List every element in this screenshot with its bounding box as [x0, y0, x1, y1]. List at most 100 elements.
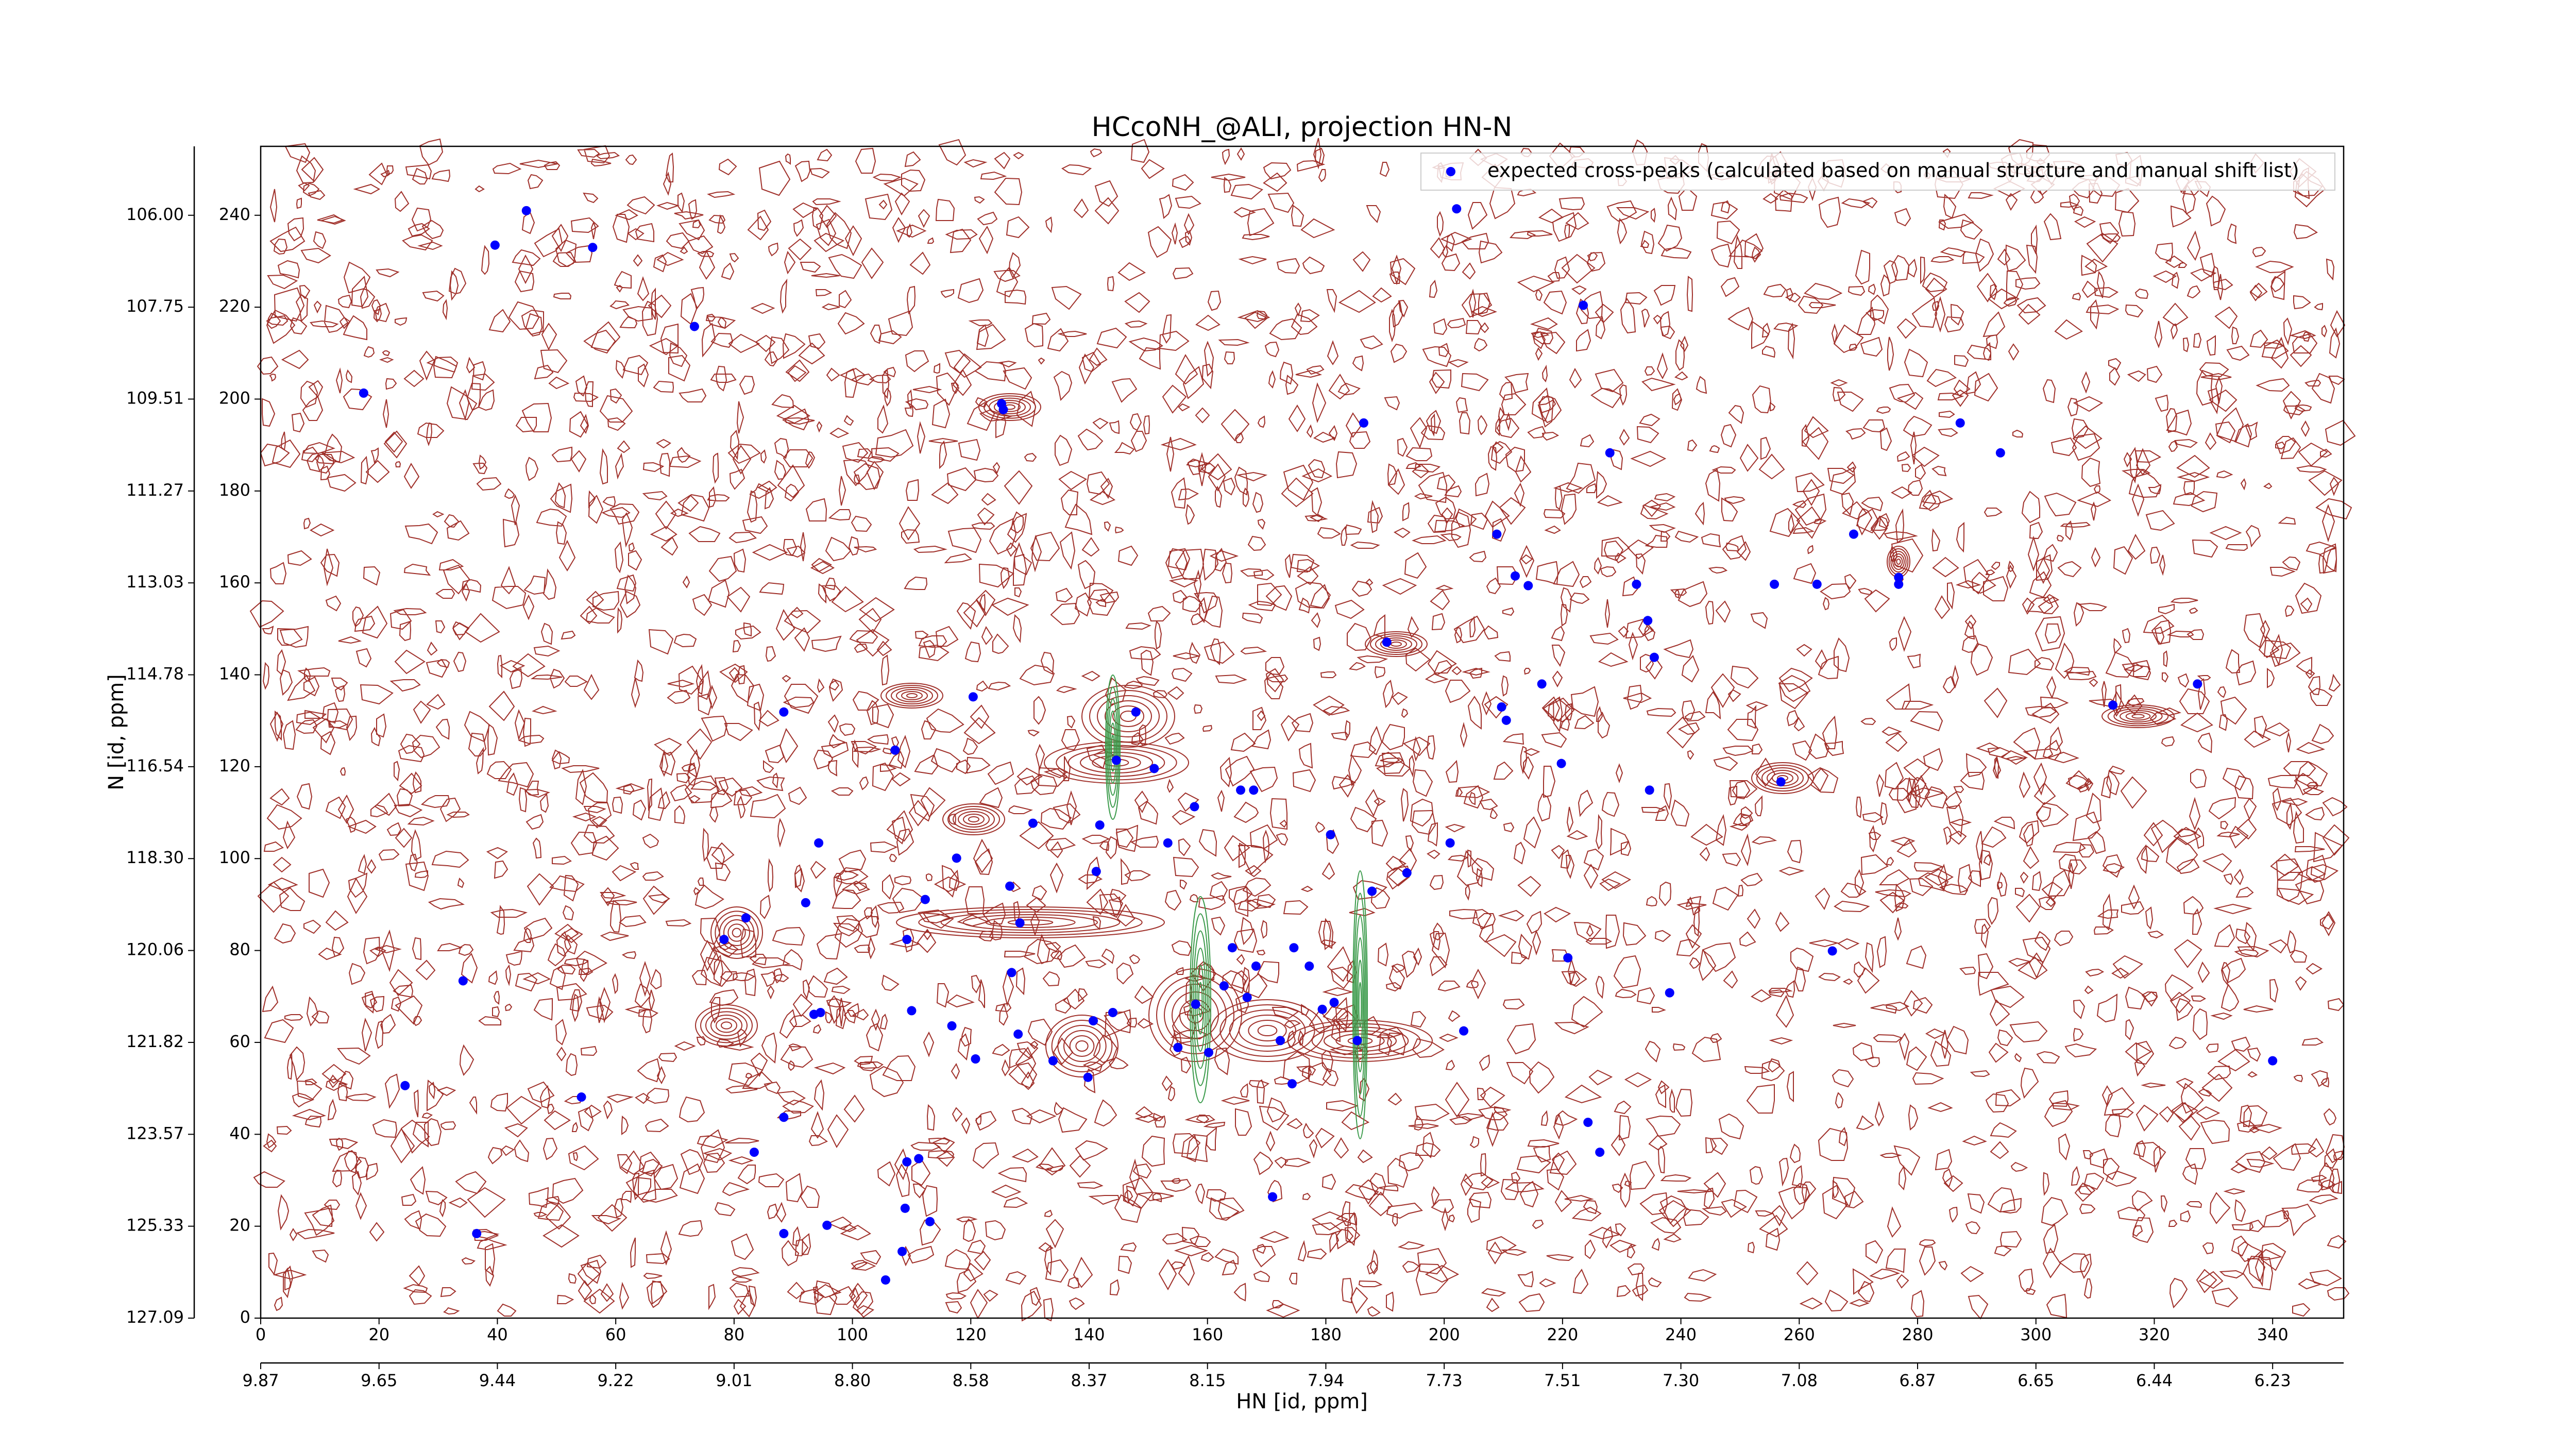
x2-tick-label: 6.23 [2255, 1371, 2291, 1390]
x2-tick-label: 7.51 [1544, 1371, 1581, 1390]
cross-peak [1287, 1079, 1297, 1089]
x2-tick-label: 9.01 [716, 1371, 752, 1390]
cross-peak [779, 707, 789, 717]
y-tick-label: 80 [229, 940, 250, 959]
cross-peak [1108, 1007, 1117, 1017]
contour-ring [2125, 712, 2151, 721]
contour-ring [963, 814, 985, 825]
contour-ring [1219, 1004, 1315, 1057]
x2-tick-label: 6.44 [2136, 1371, 2173, 1390]
cross-peak [1665, 988, 1674, 998]
contour-ring [1324, 1030, 1397, 1052]
contour-ring [886, 685, 938, 706]
contour [249, 138, 2356, 1322]
x-tick-label: 220 [1547, 1325, 1578, 1344]
x-tick-label: 60 [605, 1325, 626, 1344]
cross-peak [1190, 802, 1199, 812]
x-tick-label: 120 [955, 1325, 987, 1344]
contour-ring [1191, 913, 1210, 1086]
cross-peak [1317, 1004, 1327, 1014]
x-tick-label: 80 [724, 1325, 745, 1344]
cross-peak [1242, 992, 1252, 1002]
cross-peak [1770, 579, 1780, 589]
x-tick-label: 260 [1784, 1325, 1815, 1344]
cross-peak [1089, 1016, 1098, 1026]
cross-peak [1015, 918, 1025, 928]
cross-peak [1326, 830, 1335, 839]
y2-tick-label: 127.09 [126, 1307, 184, 1327]
legend: expected cross-peaks (calculated based o… [1420, 153, 2335, 191]
cross-peak [1095, 820, 1105, 830]
contour-ring [2131, 714, 2145, 719]
cross-peak [1367, 886, 1377, 896]
cross-peak [801, 898, 810, 907]
contour-ring [727, 923, 746, 942]
contour-ring [1210, 999, 1325, 1062]
contour-ring [2113, 708, 2163, 724]
cross-peak [1007, 968, 1016, 978]
cross-peak [1149, 764, 1159, 773]
x-tick-label: 320 [2139, 1325, 2170, 1344]
y2-tick-label: 121.82 [126, 1032, 184, 1051]
y-tick-label: 100 [219, 848, 250, 867]
x2-tick-label: 6.65 [2018, 1371, 2054, 1390]
contour-ring [891, 687, 933, 704]
y2-tick-label: 120.06 [126, 940, 184, 959]
cross-peak [1111, 755, 1121, 765]
contour-ring [1375, 635, 1417, 653]
cross-peak [914, 1154, 924, 1164]
cross-peak [925, 1217, 935, 1226]
contour-ring [1356, 937, 1364, 1072]
contour-ring [716, 1018, 737, 1033]
y-tick-label: 40 [229, 1123, 250, 1143]
contour-ring [1365, 631, 1428, 657]
y-tick-label: 140 [219, 664, 250, 684]
contour-ring [1148, 968, 1242, 1062]
y2-tick-label: 118.30 [126, 848, 184, 867]
x2-tick-label: 8.58 [953, 1371, 989, 1390]
x-tick-label: 240 [1665, 1325, 1697, 1344]
cross-peak [1249, 785, 1259, 795]
cross-peak [1173, 1042, 1183, 1052]
cross-peak [1251, 961, 1261, 971]
contour-ring [710, 1015, 742, 1036]
contour-ring [1370, 633, 1422, 655]
cross-peak [1643, 616, 1653, 626]
cross-peak [1645, 785, 1654, 795]
contour-ring [940, 912, 1121, 933]
contour-ring [1097, 695, 1160, 737]
cross-peak [1227, 943, 1237, 953]
contour-ring [1051, 1020, 1113, 1072]
cross-peak [902, 935, 912, 945]
cross-peak [822, 1220, 832, 1230]
contour-ring [705, 1011, 748, 1040]
cross-peak [1849, 529, 1858, 539]
contour-ring [1357, 959, 1363, 1050]
cross-peak [1649, 652, 1659, 662]
cross-peak [1083, 1072, 1093, 1082]
y2-tick-label: 113.03 [126, 572, 184, 592]
contour-ring [918, 909, 1143, 936]
y-tick-label: 160 [219, 572, 250, 592]
cross-peak [1452, 204, 1462, 214]
cross-peak [1583, 1118, 1593, 1127]
cross-peak [719, 935, 729, 945]
cross-peak [1523, 581, 1533, 591]
cross-peak [490, 240, 500, 250]
contour-ring [1110, 722, 1116, 772]
cross-peak [920, 895, 930, 904]
contour-ring [1287, 1020, 1433, 1062]
contour-ring [1229, 1009, 1306, 1052]
cross-peak [814, 838, 824, 848]
cross-peak [902, 1157, 912, 1167]
contour-ring [1335, 1033, 1385, 1049]
contour-ring [978, 393, 1041, 421]
contour-ring [947, 806, 1000, 833]
contour-ring [1380, 637, 1412, 651]
cross-peak [1537, 679, 1547, 689]
x2-tick-label: 9.22 [598, 1371, 634, 1390]
x2-tick-label: 8.37 [1071, 1371, 1107, 1390]
cross-peak [1894, 572, 1904, 582]
contour-ring [1107, 698, 1118, 796]
